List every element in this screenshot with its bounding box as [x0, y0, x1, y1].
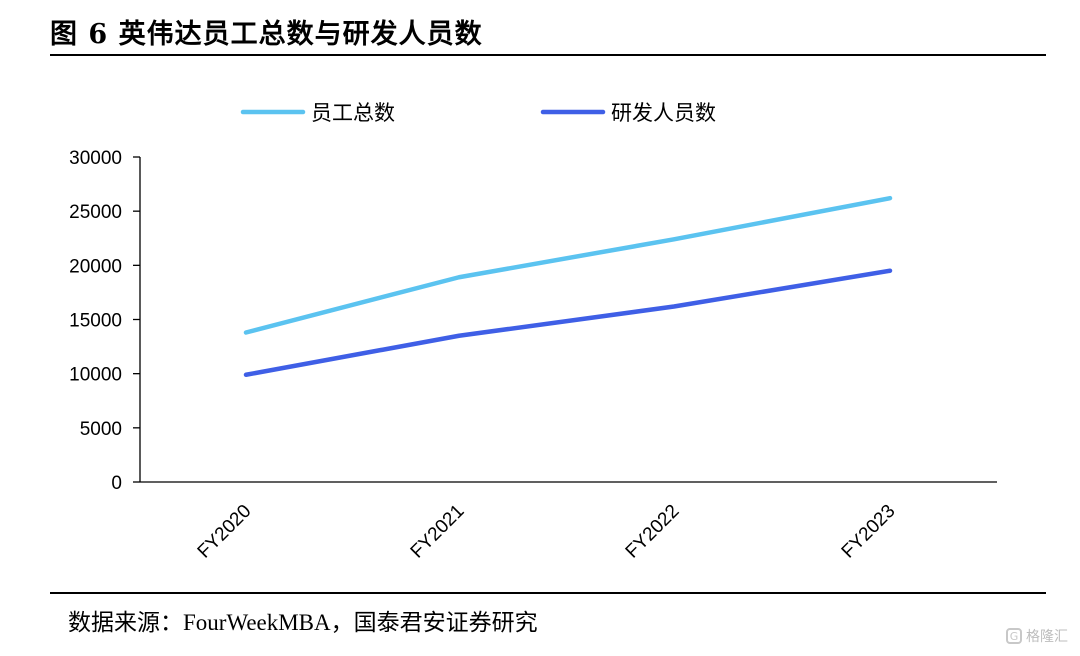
x-tick-label: FY2021 [407, 501, 469, 563]
y-tick-label: 0 [111, 473, 122, 494]
y-tick-label: 25000 [69, 202, 122, 223]
x-tick-label: FY2022 [622, 501, 684, 563]
data-point [458, 335, 460, 337]
y-axis: 0 5000 10000 15000 20000 25000 30000 [69, 148, 141, 494]
data-point [458, 276, 460, 278]
watermark-logo-icon: G [1006, 628, 1022, 644]
data-point [245, 374, 247, 376]
y-tick-label: 10000 [69, 365, 122, 386]
top-rule [50, 54, 1046, 56]
data-point [889, 197, 891, 199]
y-tick-label: 30000 [69, 148, 122, 169]
bottom-rule [50, 592, 1046, 594]
watermark-text: 格隆汇 [1026, 629, 1068, 645]
data-point [245, 332, 247, 333]
y-tick-label: 20000 [69, 256, 122, 277]
figure-title: 图 6 英伟达员工总数与研发人员数 [50, 19, 483, 50]
series-line-1 [243, 195, 893, 335]
y-tick-label: 15000 [69, 311, 122, 332]
series-line-2 [243, 268, 893, 377]
source-note: 数据来源：FourWeekMBA，国泰君安证券研究 [68, 610, 538, 635]
legend-label: 员工总数 [311, 101, 395, 125]
watermark: G 格隆汇 [1006, 626, 1068, 646]
x-tick-label: FY2023 [838, 501, 900, 563]
x-axis: FY2020 FY2021 FY2022 FY2023 [140, 481, 997, 563]
series-group [243, 195, 893, 377]
data-point [889, 270, 891, 272]
data-point [673, 238, 675, 240]
x-tick-label: FY2020 [194, 501, 256, 563]
y-tick-label: 5000 [80, 419, 122, 440]
legend: 员工总数 研发人员数 [240, 101, 716, 125]
legend-label: 研发人员数 [611, 101, 716, 125]
line-chart: 员工总数 研发人员数 0 5000 10000 15000 20000 25000 30000… [69, 101, 997, 563]
data-point [673, 306, 675, 307]
